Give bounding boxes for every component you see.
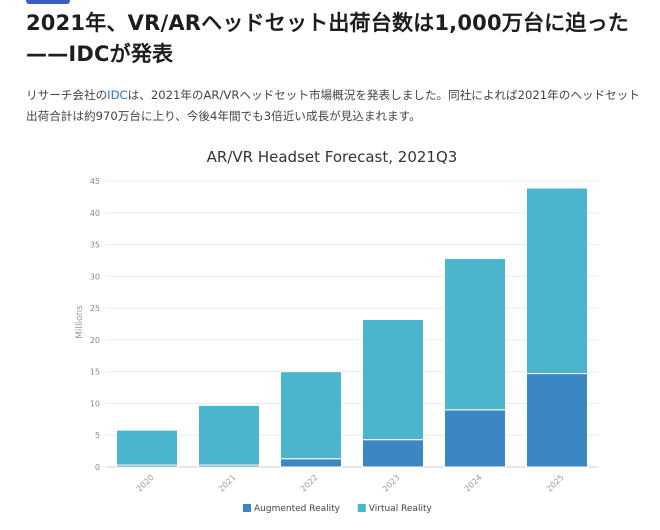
lead-text-before: リサーチ会社の	[26, 88, 108, 102]
bar-virtual-reality-2020[interactable]	[116, 429, 178, 466]
y-tick-label: 10	[90, 399, 100, 408]
chart-title: AR/VR Headset Forecast, 2021Q3	[207, 148, 458, 166]
y-tick-label: 25	[90, 304, 100, 313]
legend-label: Augmented Reality	[254, 504, 341, 514]
x-tick-label: 2022	[299, 473, 320, 494]
x-tick-label: 2023	[381, 473, 402, 494]
bar-augmented-reality-2024[interactable]	[444, 409, 506, 468]
bar-augmented-reality-2023[interactable]	[362, 439, 424, 468]
bar-virtual-reality-2023[interactable]	[362, 319, 424, 441]
lead-text-after: は、2021年のAR/VRヘッドセット市場概況を発表しました。同社によれば202…	[26, 88, 640, 123]
x-tick-label: 2021	[217, 473, 238, 494]
bar-virtual-reality-2021[interactable]	[198, 404, 260, 466]
legend-swatch	[243, 504, 251, 512]
y-axis-label: Millions	[75, 305, 85, 339]
y-tick-label: 20	[90, 336, 100, 345]
y-tick-label: 0	[95, 463, 100, 472]
chart-grid	[106, 180, 598, 468]
y-tick-label: 15	[90, 368, 100, 377]
legend-swatch	[357, 504, 366, 512]
y-tick-label: 35	[90, 241, 100, 250]
legend-item-augmented-reality[interactable]: Augmented Reality	[243, 504, 341, 514]
bar-augmented-reality-2022[interactable]	[280, 458, 342, 468]
y-tick-label: 45	[90, 177, 100, 186]
bar-augmented-reality-2025[interactable]	[526, 373, 588, 468]
y-tick-label: 5	[95, 431, 100, 440]
x-axis-ticks: 2020 2021 2022 2023 2024 2025	[135, 473, 566, 494]
legend-item-virtual-reality[interactable]: Virtual Reality	[357, 504, 433, 514]
article-lead: リサーチ会社のIDCは、2021年のAR/VRヘッドセット市場概況を発表しました…	[26, 85, 646, 127]
x-tick-label: 2020	[135, 473, 156, 494]
chart-bars	[116, 187, 588, 468]
bar-virtual-reality-2025[interactable]	[526, 187, 588, 375]
bar-virtual-reality-2022[interactable]	[280, 371, 342, 460]
x-tick-label: 2025	[545, 473, 566, 494]
stacked-bar-chart: AR/VR Headset Forecast, 2021Q3 051015202…	[75, 148, 598, 514]
x-tick-label: 2024	[463, 473, 484, 494]
category-tag[interactable]	[26, 0, 70, 4]
y-tick-label: 40	[90, 209, 100, 218]
bar-virtual-reality-2024[interactable]	[444, 258, 506, 411]
article-headline: 2021年、VR/ARヘッドセット出荷台数は1,000万台に迫った——IDCが発…	[26, 11, 629, 66]
chart-legend: Augmented Reality Virtual Reality	[243, 504, 433, 514]
legend-label: Virtual Reality	[369, 504, 433, 514]
y-axis-ticks: 0 5 10 15 20 25 30 35 40 45	[90, 177, 100, 472]
idc-link[interactable]: IDC	[107, 88, 128, 102]
y-tick-label: 30	[90, 272, 100, 281]
